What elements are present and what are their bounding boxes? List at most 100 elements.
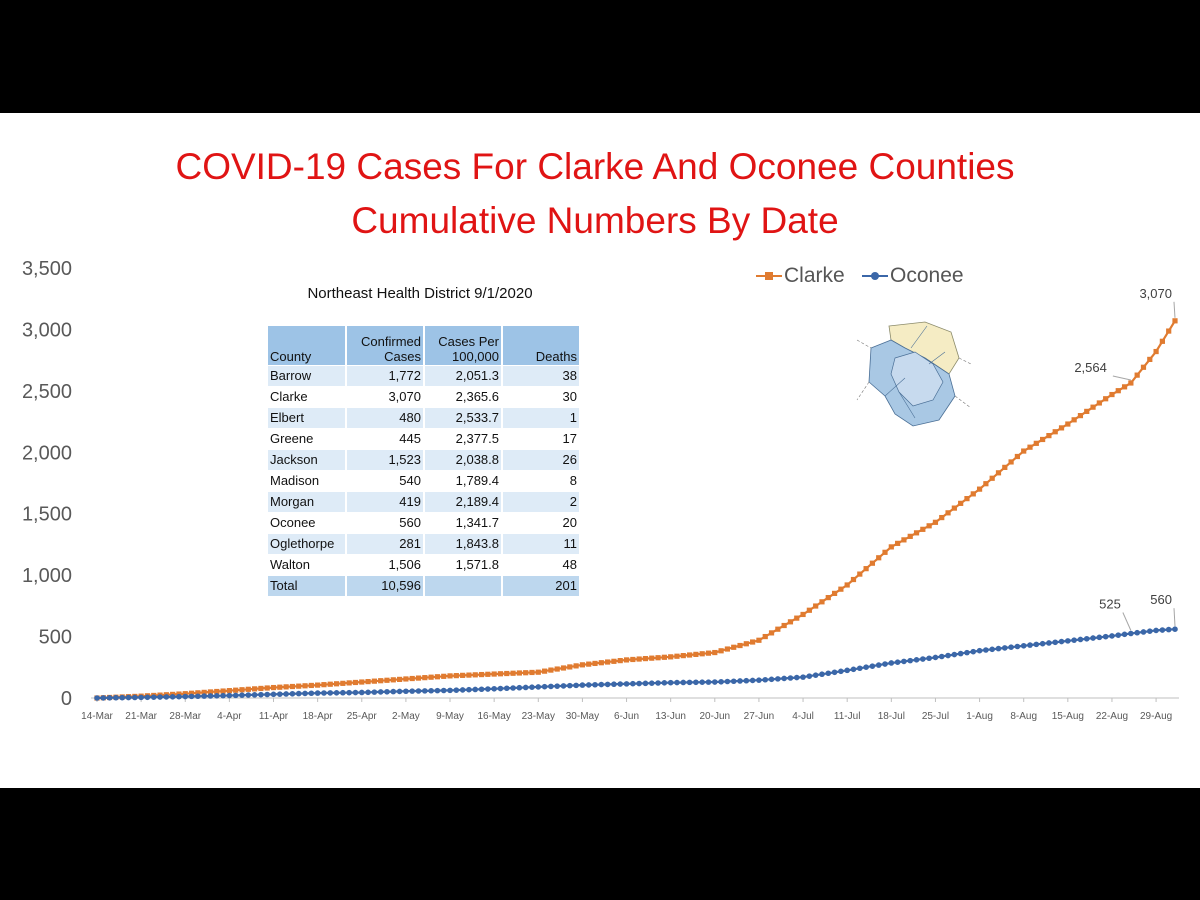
legend-oconee: Oconee	[862, 264, 964, 288]
data-point-clarke	[1172, 318, 1178, 324]
data-point-oconee	[510, 685, 516, 691]
data-point-oconee	[321, 690, 327, 696]
data-point-clarke	[649, 655, 655, 661]
x-tick-label: 16-May	[477, 711, 510, 722]
x-tick-label: 15-Aug	[1052, 711, 1084, 722]
data-point-oconee	[150, 694, 157, 700]
data-label: 2,564	[1074, 360, 1107, 375]
data-point-oconee	[762, 676, 769, 683]
data-point-clarke	[1052, 429, 1058, 435]
data-point-clarke	[718, 648, 724, 654]
data-point-clarke	[1103, 396, 1109, 402]
data-point-clarke	[516, 670, 522, 676]
cell-deaths: 17	[502, 428, 581, 450]
data-point-clarke	[327, 681, 333, 687]
data-point-oconee	[1096, 634, 1103, 641]
data-point-clarke	[472, 672, 478, 678]
table-row: Morgan 419 2,189.4 2	[268, 491, 581, 513]
data-point-oconee	[819, 671, 825, 678]
cell-confirmed-cases: 560	[346, 512, 425, 534]
data-point-oconee	[176, 693, 182, 700]
data-point-oconee	[882, 661, 888, 667]
data-point-clarke	[264, 685, 270, 691]
data-point-clarke	[1065, 421, 1071, 427]
total-confirmed-cases: 10,596	[346, 575, 425, 596]
data-point-oconee	[390, 688, 397, 695]
data-point-oconee	[648, 680, 655, 686]
data-point-oconee	[182, 693, 189, 700]
data-point-oconee	[888, 660, 895, 666]
data-point-oconee	[901, 658, 907, 665]
data-point-clarke	[781, 622, 787, 629]
data-point-oconee	[1121, 631, 1128, 638]
data-point-clarke	[1090, 404, 1096, 410]
data-point-oconee	[1027, 642, 1033, 648]
data-point-clarke	[876, 555, 882, 561]
table-total-row: Total 10,596 201	[268, 575, 581, 596]
data-point-oconee	[459, 687, 466, 693]
data-point-oconee	[957, 650, 964, 657]
data-point-oconee	[453, 687, 460, 693]
data-point-clarke	[1147, 356, 1153, 363]
chart-title-line2: Cumulative Numbers By Date	[351, 200, 839, 241]
data-point-oconee	[945, 652, 951, 659]
cell-confirmed-cases: 1,506	[346, 554, 425, 576]
data-point-clarke	[384, 677, 390, 683]
data-point-clarke	[813, 603, 819, 609]
table-row: Jackson 1,523 2,038.8 26	[268, 449, 581, 471]
table-row: Walton 1,506 1,571.8 48	[268, 554, 581, 576]
data-point-oconee	[1102, 633, 1109, 640]
data-point-oconee	[491, 685, 497, 692]
data-point-oconee	[548, 683, 554, 690]
data-point-clarke	[1033, 440, 1039, 446]
data-point-oconee	[964, 649, 970, 656]
x-tick-label: 25-Jul	[922, 711, 949, 722]
data-point-clarke	[396, 676, 403, 682]
cell-deaths: 2	[502, 491, 581, 513]
data-point-oconee	[264, 691, 271, 698]
data-point-oconee	[377, 689, 384, 695]
data-point-oconee	[730, 678, 737, 685]
table-title: Northeast Health District 9/1/2020	[307, 285, 533, 302]
data-point-clarke	[321, 682, 327, 688]
data-point-clarke	[699, 651, 705, 657]
data-point-oconee	[251, 692, 258, 698]
data-point-clarke	[964, 496, 970, 502]
data-point-oconee	[384, 688, 390, 695]
data-point-clarke	[233, 687, 239, 693]
data-point-clarke	[712, 649, 718, 656]
data-point-clarke	[567, 664, 573, 670]
data-point-clarke	[296, 683, 302, 689]
data-label: 3,070	[1139, 286, 1172, 301]
data-point-clarke	[945, 510, 951, 516]
data-point-oconee	[113, 694, 119, 701]
data-point-clarke	[1153, 348, 1159, 355]
data-point-oconee	[1014, 643, 1021, 650]
data-point-clarke	[831, 590, 838, 596]
data-point-oconee	[1001, 645, 1008, 651]
county-map-image	[855, 318, 973, 430]
data-point-clarke	[460, 672, 466, 678]
data-point-oconee	[289, 690, 296, 697]
data-point-oconee	[125, 694, 132, 701]
data-point-clarke	[1121, 384, 1128, 390]
x-tick-label: 20-Jun	[700, 711, 731, 722]
data-point-clarke	[806, 607, 812, 613]
x-tick-label: 11-Apr	[259, 711, 289, 722]
data-point-oconee	[844, 667, 850, 674]
data-point-clarke	[252, 686, 258, 692]
data-point-clarke	[573, 663, 579, 669]
data-point-oconee	[232, 692, 239, 699]
x-tick-label: 28-Mar	[169, 711, 201, 722]
total-label: Total	[268, 575, 347, 596]
data-point-clarke	[668, 654, 674, 660]
data-point-oconee	[207, 693, 214, 699]
data-point-oconee	[1065, 638, 1071, 644]
data-point-oconee	[447, 687, 453, 694]
data-point-clarke	[611, 658, 617, 664]
data-point-clarke	[926, 523, 932, 529]
data-point-clarke	[434, 674, 441, 680]
data-point-oconee	[938, 653, 945, 660]
data-point-oconee	[1071, 637, 1077, 643]
data-point-oconee	[724, 678, 731, 685]
